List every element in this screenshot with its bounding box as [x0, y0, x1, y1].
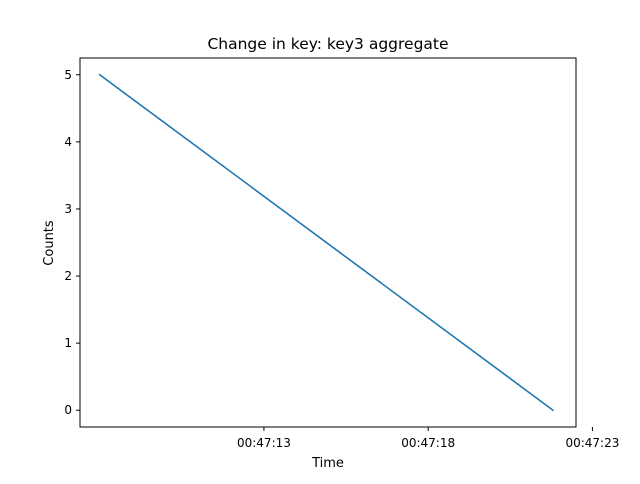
y-axis-label: Counts: [42, 220, 57, 266]
y-tick-label: 2: [64, 269, 72, 283]
y-axis: 0 1 2 3 4 5: [64, 68, 80, 417]
y-tick-label: 3: [64, 202, 72, 216]
series-line: [98, 73, 555, 412]
y-tick-label: 0: [64, 403, 72, 417]
x-axis: 00:47:13 00:47:18 00:47:23: [237, 427, 619, 450]
y-tick-label: 1: [64, 336, 72, 350]
chart-title: Change in key: key3 aggregate: [207, 35, 448, 53]
x-tick-label: 00:47:23: [565, 436, 619, 450]
y-tick-label: 5: [64, 68, 72, 82]
y-tick-label: 4: [64, 135, 72, 149]
axes-frame: [79, 57, 577, 428]
x-tick-label: 00:47:13: [237, 436, 291, 450]
plot-area: [98, 73, 555, 412]
x-axis-label: Time: [311, 456, 344, 471]
x-tick-label: 00:47:18: [401, 436, 455, 450]
